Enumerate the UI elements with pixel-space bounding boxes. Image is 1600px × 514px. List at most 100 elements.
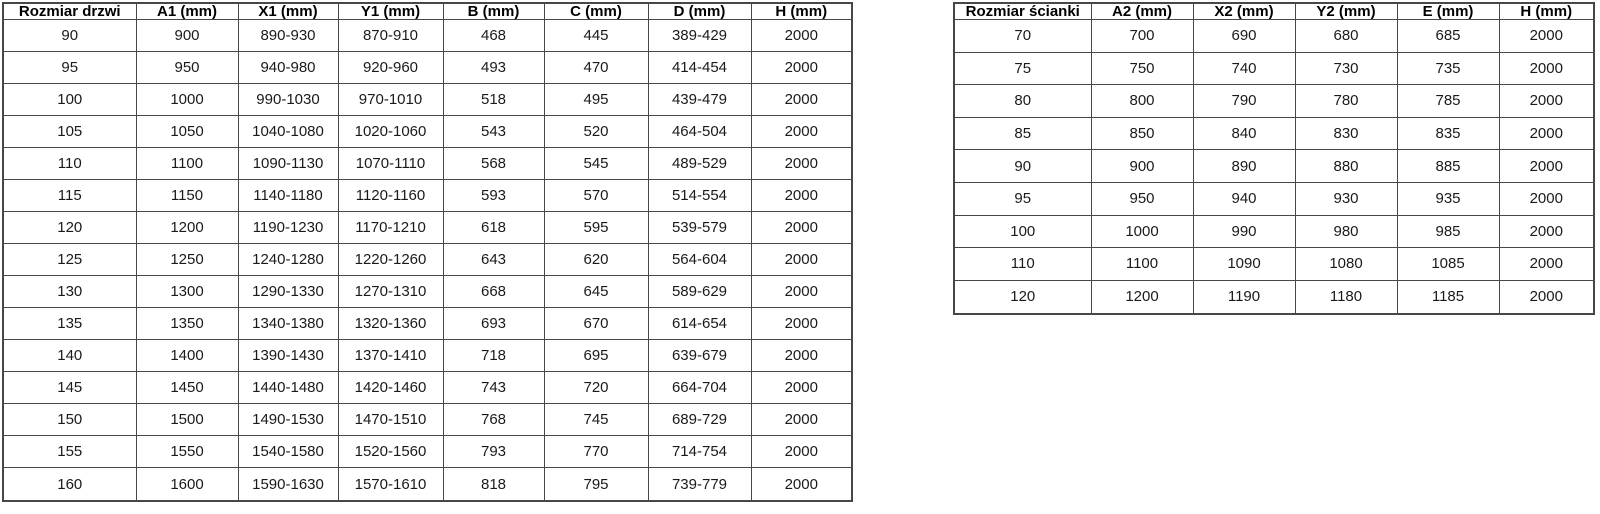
table-cell: 730	[1294, 51, 1398, 86]
table-cell: 1390-1430	[237, 339, 339, 373]
table-row: 135 1350 1340-1380 1320-1360 693 670 614-654 20…	[2, 307, 853, 341]
table-cell: 140	[2, 339, 137, 373]
table-cell: 780	[1294, 84, 1398, 118]
table-cell: 90	[953, 149, 1092, 183]
table-cell: 2000	[750, 403, 853, 437]
table-cell: 1000	[1090, 214, 1194, 249]
table-cell: 2000	[750, 371, 853, 405]
table-cell: 1340-1380	[237, 307, 339, 341]
table-cell: 990-1030	[237, 83, 339, 117]
table-cell: 70	[953, 19, 1092, 53]
table-cell: 1040-1080	[237, 115, 339, 149]
table-cell: 115	[2, 179, 137, 213]
table-cell: 105	[2, 115, 137, 149]
table-cell: 680	[1294, 19, 1398, 53]
table-cell: 1100	[1090, 247, 1194, 281]
table-row: 145 1450 1440-1480 1420-1460 743 720 664-704 20…	[2, 371, 853, 405]
door-sizes-table: Rozmiar drzwi A1 (mm) X1 (mm) Y1 (mm) B (mm)…	[2, 2, 853, 502]
table-cell: 1140-1180	[237, 179, 339, 213]
table-cell: 689-729	[647, 403, 752, 437]
table-cell: 745	[543, 403, 649, 437]
table-cell: 2000	[1498, 149, 1595, 183]
table-cell: 120	[2, 211, 137, 245]
table-cell: 518	[442, 83, 545, 117]
table-cell: 690	[1192, 19, 1296, 53]
table-cell: 2000	[1498, 19, 1595, 53]
column-header: X1 (mm)	[237, 2, 339, 20]
table-cell: 614-654	[647, 307, 752, 341]
table-cell: 1520-1560	[337, 435, 444, 469]
table-cell: 1080	[1294, 247, 1398, 281]
table-cell: 693	[442, 307, 545, 341]
table-cell: 1090-1130	[237, 147, 339, 181]
table-cell: 150	[2, 403, 137, 437]
table-cell: 1090	[1192, 247, 1296, 281]
table-row: 120 1200 1190 1180 1185 2000	[953, 279, 1595, 315]
table-cell: 850	[1090, 116, 1194, 151]
table-cell: 970-1010	[337, 83, 444, 117]
table-cell: 1600	[135, 467, 239, 502]
table-cell: 1270-1310	[337, 275, 444, 309]
table-row: 70 700 690 680 685 2000	[953, 19, 1595, 53]
table-cell: 643	[442, 243, 545, 277]
table-cell: 145	[2, 371, 137, 405]
table-cell: 2000	[750, 179, 853, 213]
table-cell: 1170-1210	[337, 211, 444, 245]
table-cell: 1000	[135, 83, 239, 117]
table-cell: 2000	[750, 83, 853, 117]
table-cell: 125	[2, 243, 137, 277]
table-row: 90 900 890-930 870-910 468 445 389-429 2000	[2, 18, 853, 53]
table-cell: 95	[953, 181, 1092, 216]
column-header: A1 (mm)	[135, 2, 239, 20]
table-cell: 468	[442, 18, 545, 53]
table-cell: 470	[543, 51, 649, 85]
table-row: 110 1100 1090-1130 1070-1110 568 545 489-529 20…	[2, 147, 853, 181]
column-header: H (mm)	[750, 2, 853, 20]
table-cell: 1400	[135, 339, 239, 373]
table-row: 160 1600 1590-1630 1570-1610 818 795 739-779 20…	[2, 467, 853, 502]
column-header: Rozmiar drzwi	[2, 2, 137, 20]
table-cell: 110	[2, 147, 137, 181]
table-cell: 1320-1360	[337, 307, 444, 341]
table-row: 125 1250 1240-1280 1220-1260 643 620 564-604 20…	[2, 243, 853, 277]
table-cell: 2000	[750, 467, 853, 502]
table-cell: 564-604	[647, 243, 752, 277]
table-row: 100 1000 990-1030 970-1010 518 495 439-479 2000	[2, 83, 853, 117]
table-cell: 620	[543, 243, 649, 277]
table-cell: 990	[1192, 214, 1296, 249]
table-cell: 1220-1260	[337, 243, 444, 277]
table-cell: 155	[2, 435, 137, 469]
table-cell: 800	[1090, 84, 1194, 118]
table-cell: 890-930	[237, 18, 339, 53]
table-cell: 1540-1580	[237, 435, 339, 469]
column-header: D (mm)	[647, 2, 752, 20]
table-cell: 930	[1294, 181, 1398, 216]
table-cell: 514-554	[647, 179, 752, 213]
table-cell: 1470-1510	[337, 403, 444, 437]
table-cell: 1050	[135, 115, 239, 149]
table-row: 75 750 740 730 735 2000	[953, 51, 1595, 86]
table-cell: 2000	[750, 275, 853, 309]
table-cell: 890	[1192, 149, 1296, 183]
table-cell: 668	[442, 275, 545, 309]
table-cell: 900	[1090, 149, 1194, 183]
table-row: 100 1000 990 980 985 2000	[953, 214, 1595, 249]
table-cell: 720	[543, 371, 649, 405]
column-header: H (mm)	[1498, 2, 1595, 20]
table-cell: 2000	[750, 307, 853, 341]
table-cell: 940-980	[237, 51, 339, 85]
table-cell: 100	[953, 214, 1092, 249]
table-cell: 670	[543, 307, 649, 341]
table-cell: 2000	[750, 435, 853, 469]
column-header: Rozmiar ścianki	[953, 2, 1092, 20]
table-cell: 740	[1192, 51, 1296, 86]
table-cell: 80	[953, 84, 1092, 118]
table-cell: 100	[2, 83, 137, 117]
table-cell: 135	[2, 307, 137, 341]
column-header: C (mm)	[543, 2, 649, 20]
table-cell: 2000	[750, 18, 853, 53]
table-cell: 870-910	[337, 18, 444, 53]
table-cell: 589-629	[647, 275, 752, 309]
table-cell: 785	[1396, 84, 1500, 118]
